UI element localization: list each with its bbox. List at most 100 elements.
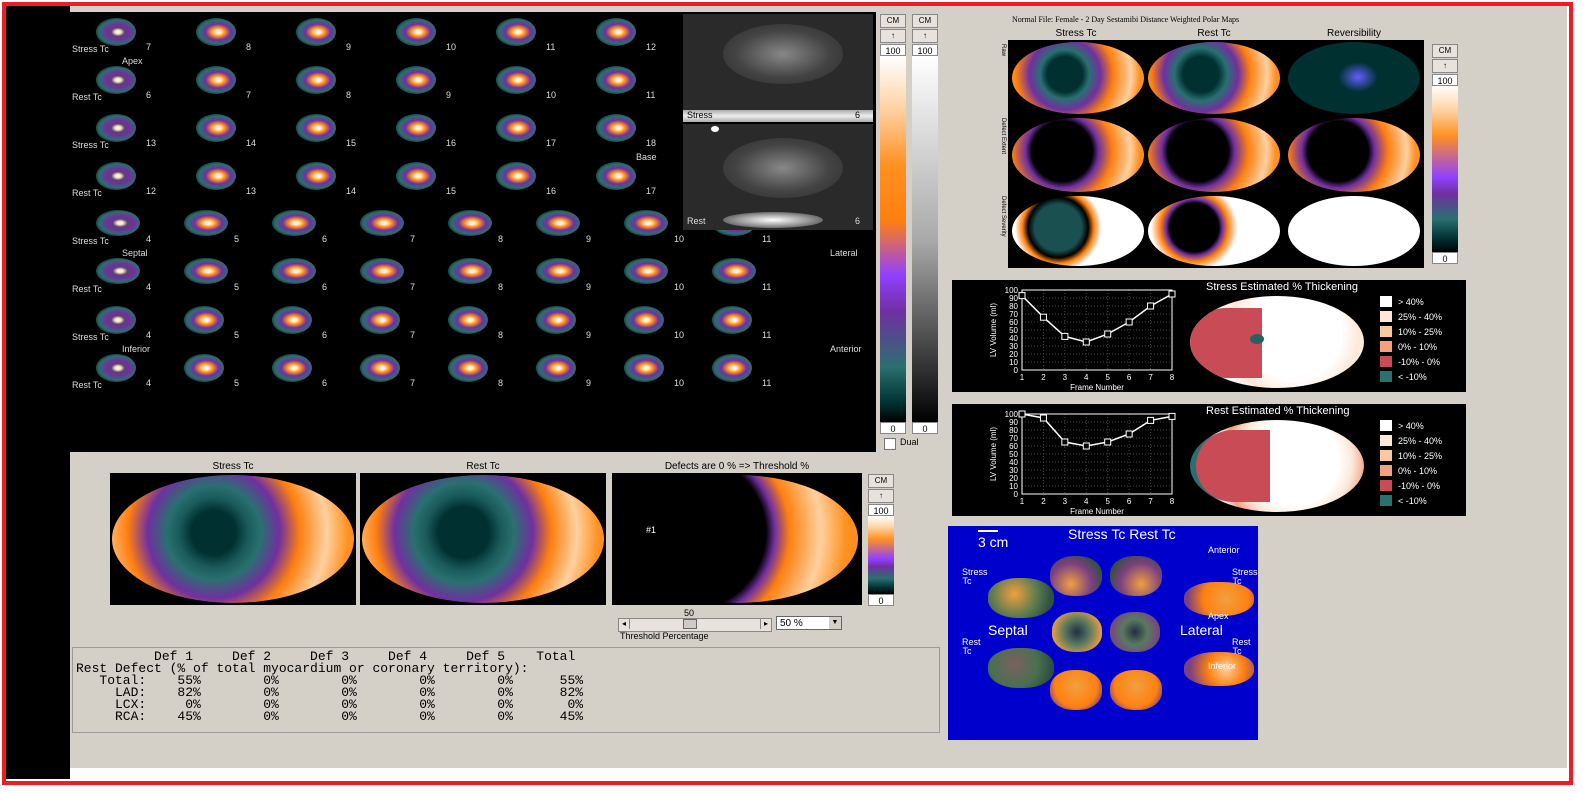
rest-thickening-polar[interactable] bbox=[1190, 420, 1364, 512]
heart-lateral-stress[interactable] bbox=[1184, 582, 1254, 616]
slice-image[interactable] bbox=[196, 162, 236, 190]
colorbar4-gradient[interactable] bbox=[868, 516, 894, 594]
heart-anterior-rest[interactable] bbox=[1110, 556, 1162, 596]
threshold-select[interactable]: 50 % ▼ bbox=[776, 616, 842, 630]
slice-image[interactable] bbox=[536, 354, 576, 382]
colorbar1-cm-button[interactable]: CM bbox=[880, 14, 906, 28]
slice-image[interactable] bbox=[96, 114, 136, 142]
slice-image[interactable] bbox=[496, 18, 536, 46]
slice-image[interactable] bbox=[272, 354, 312, 382]
slice-image[interactable] bbox=[536, 210, 580, 236]
heart-apex-stress[interactable] bbox=[1052, 612, 1102, 652]
slice-image[interactable] bbox=[448, 258, 492, 284]
slice-image[interactable] bbox=[296, 66, 336, 94]
colorbar1-up-button[interactable]: ↑ bbox=[880, 29, 906, 43]
dual-checkbox[interactable] bbox=[884, 438, 896, 450]
slice-image[interactable] bbox=[396, 162, 436, 190]
slice-image[interactable] bbox=[360, 210, 404, 236]
slice-image[interactable] bbox=[448, 210, 492, 236]
polar-rest-severity[interactable] bbox=[1148, 196, 1280, 266]
colorbar2-cm-button[interactable]: CM bbox=[912, 14, 938, 28]
heart-anterior-stress[interactable] bbox=[1050, 556, 1102, 596]
slice-image[interactable] bbox=[536, 306, 576, 334]
slice-image[interactable] bbox=[360, 354, 400, 382]
slice-image[interactable] bbox=[96, 66, 136, 94]
slice-image[interactable] bbox=[624, 306, 664, 334]
colorbar1-gradient[interactable] bbox=[880, 56, 906, 422]
slice-image[interactable] bbox=[196, 18, 236, 46]
slice-image[interactable] bbox=[296, 18, 336, 46]
bottom-defects-polar[interactable] bbox=[616, 475, 858, 603]
slice-image[interactable] bbox=[96, 258, 140, 284]
slice-image[interactable] bbox=[360, 258, 404, 284]
slice-image[interactable] bbox=[196, 114, 236, 142]
slice-image[interactable] bbox=[360, 306, 400, 334]
slice-image[interactable] bbox=[272, 258, 316, 284]
slice-image[interactable] bbox=[196, 66, 236, 94]
slice-image[interactable] bbox=[184, 258, 228, 284]
slice-image[interactable] bbox=[536, 258, 580, 284]
colorbar2-gradient[interactable] bbox=[912, 56, 938, 422]
heart-inferior-stress[interactable] bbox=[1050, 670, 1102, 710]
heart-lateral-rest[interactable] bbox=[1184, 652, 1254, 686]
polar-stress-severity[interactable] bbox=[1012, 196, 1144, 266]
slice-image[interactable] bbox=[396, 18, 436, 46]
slice-image[interactable] bbox=[496, 162, 536, 190]
bottom-stress-polar[interactable] bbox=[112, 475, 354, 603]
heart-apex-rest[interactable] bbox=[1110, 612, 1160, 652]
slice-image[interactable] bbox=[624, 354, 664, 382]
colorbar2-up-button[interactable]: ↑ bbox=[912, 29, 938, 43]
slice-image[interactable] bbox=[396, 66, 436, 94]
slice-image[interactable] bbox=[596, 18, 636, 46]
slice-image[interactable] bbox=[96, 306, 136, 334]
slice-image[interactable] bbox=[96, 162, 136, 190]
slice-image[interactable] bbox=[596, 66, 636, 94]
slice-image[interactable] bbox=[624, 210, 668, 236]
polar-rest-extent[interactable] bbox=[1148, 118, 1280, 192]
polar-stress-extent[interactable] bbox=[1012, 118, 1144, 192]
slice-image[interactable] bbox=[624, 258, 668, 284]
colorbar3-up-button[interactable]: ↑ bbox=[1432, 59, 1458, 73]
slider-right-arrow-icon[interactable]: ▸ bbox=[760, 619, 771, 629]
slice-image[interactable] bbox=[712, 306, 752, 334]
polar-stress-raw[interactable] bbox=[1012, 42, 1144, 114]
polar-rest-raw[interactable] bbox=[1148, 42, 1280, 114]
slice-image[interactable] bbox=[96, 210, 140, 236]
slice-image[interactable] bbox=[396, 114, 436, 142]
slice-image[interactable] bbox=[96, 354, 136, 382]
slice-image[interactable] bbox=[448, 354, 488, 382]
slice-image[interactable] bbox=[184, 354, 224, 382]
slice-image[interactable] bbox=[712, 258, 756, 284]
colorbar4-up-button[interactable]: ↑ bbox=[868, 489, 894, 503]
slice-image[interactable] bbox=[184, 306, 224, 334]
stress-thickening-polar[interactable] bbox=[1190, 296, 1364, 388]
colorbar3-cm-button[interactable]: CM bbox=[1432, 44, 1458, 58]
rest-lv-volume-plot-bg bbox=[952, 404, 1182, 516]
bottom-rest-polar[interactable] bbox=[362, 475, 604, 603]
slice-image[interactable] bbox=[296, 162, 336, 190]
slice-image[interactable] bbox=[712, 354, 752, 382]
slice-image[interactable] bbox=[184, 210, 228, 236]
polar-reversibility-extent[interactable] bbox=[1288, 118, 1420, 192]
slice-image[interactable] bbox=[272, 306, 312, 334]
polar-reversibility-severity[interactable] bbox=[1288, 196, 1420, 266]
rest-thickening-title: Rest Estimated % Thickening bbox=[1206, 405, 1350, 417]
slice-image[interactable] bbox=[448, 306, 488, 334]
polar-col-stress: Stress Tc bbox=[1055, 28, 1097, 39]
threshold-slider[interactable]: ◂ ▸ bbox=[618, 618, 772, 632]
colorbar4-cm-button[interactable]: CM bbox=[868, 474, 894, 488]
heart-inferior-rest[interactable] bbox=[1110, 670, 1162, 710]
slider-left-arrow-icon[interactable]: ◂ bbox=[619, 619, 630, 629]
heart-septal-rest[interactable] bbox=[988, 648, 1054, 688]
slice-image[interactable] bbox=[296, 114, 336, 142]
slice-image[interactable] bbox=[496, 66, 536, 94]
slice-image[interactable] bbox=[596, 114, 636, 142]
slider-thumb[interactable] bbox=[683, 619, 697, 629]
colorbar3-gradient[interactable] bbox=[1432, 86, 1458, 252]
slice-image[interactable] bbox=[272, 210, 316, 236]
polar-reversibility-raw[interactable] bbox=[1288, 42, 1420, 114]
slice-image[interactable] bbox=[96, 18, 136, 46]
heart-septal-stress[interactable] bbox=[988, 578, 1054, 618]
slice-image[interactable] bbox=[496, 114, 536, 142]
slice-image[interactable] bbox=[596, 162, 636, 190]
